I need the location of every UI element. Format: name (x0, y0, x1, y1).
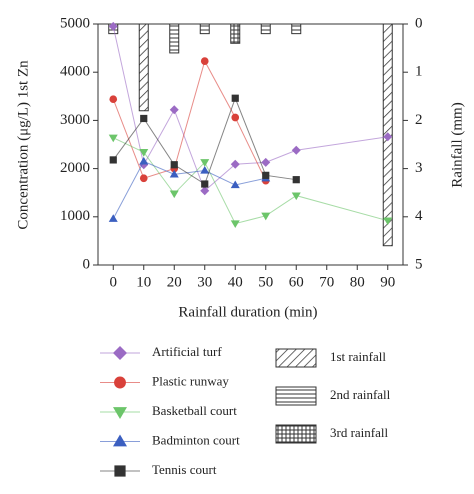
series-line (112, 160, 266, 219)
y-tick-label: 5000 (60, 15, 90, 31)
legend-marker (113, 434, 127, 447)
marker (201, 180, 209, 188)
marker (291, 192, 301, 201)
x-tick-label: 80 (350, 274, 365, 290)
marker (261, 212, 271, 221)
marker (200, 159, 210, 167)
y2-tick-label: 1 (415, 64, 423, 80)
legend-label: Badminton court (152, 432, 240, 447)
marker (231, 94, 239, 102)
marker (383, 217, 393, 226)
marker (231, 113, 240, 122)
legend-label: 3rd rainfall (330, 425, 389, 440)
x-tick-label: 50 (258, 274, 273, 290)
marker (108, 134, 118, 143)
series-line (112, 59, 267, 181)
x-tick-label: 10 (136, 274, 151, 290)
legend-marker (113, 407, 127, 419)
x-tick-label: 0 (110, 274, 118, 290)
y-tick-label: 2000 (60, 160, 90, 176)
marker (170, 161, 178, 169)
x-tick-label: 60 (289, 274, 304, 290)
marker (230, 180, 240, 189)
marker (139, 149, 149, 157)
y2-tick-label: 5 (415, 256, 423, 272)
marker (292, 176, 300, 184)
x-tick-label: 30 (197, 274, 212, 290)
legend-label: 1st rainfall (330, 349, 386, 364)
y-axis-label: Concentration (μg/L) 1st Zn (15, 60, 31, 230)
rain-bar (260, 23, 271, 35)
y2-tick-label: 2 (415, 112, 423, 128)
legend-marker (114, 376, 126, 389)
x-tick-label: 90 (380, 274, 395, 290)
marker (169, 169, 179, 178)
marker (109, 95, 118, 104)
marker (291, 145, 301, 155)
legend-label: Artificial turf (152, 344, 222, 359)
y-tick-label: 4000 (60, 64, 90, 80)
marker (139, 156, 149, 165)
legend-marker (113, 346, 127, 360)
x-tick-label: 40 (228, 274, 243, 290)
y-tick-label: 1000 (60, 208, 90, 224)
rain-bar (138, 23, 149, 112)
marker (169, 190, 179, 199)
marker (140, 114, 148, 123)
marker (261, 157, 271, 167)
marker (108, 21, 118, 31)
y2-tick-label: 3 (415, 160, 423, 176)
y2-tick-label: 4 (415, 208, 423, 224)
marker (200, 57, 209, 65)
marker (109, 156, 117, 164)
x-tick-label: 70 (319, 274, 334, 290)
marker (230, 159, 240, 169)
legend-label: Plastic runway (152, 373, 229, 388)
legend-swatch (275, 386, 317, 406)
legend-swatch (275, 348, 317, 368)
marker (169, 105, 179, 115)
marker (139, 174, 148, 183)
rain-bar (169, 23, 180, 54)
series-line (113, 137, 388, 225)
y-tick-label: 0 (83, 256, 91, 272)
marker (200, 186, 210, 196)
marker (230, 220, 240, 229)
marker (200, 166, 210, 174)
legend-label: Tennis court (152, 462, 217, 477)
rain-bar (291, 23, 302, 35)
legend-swatch (275, 424, 317, 444)
legend-label: 2nd rainfall (330, 387, 391, 402)
rain-bar (199, 23, 210, 35)
legend-marker (114, 465, 126, 477)
legend-label: Basketball court (152, 403, 237, 418)
plot-frame (97, 23, 404, 266)
y-tick-label: 3000 (60, 112, 90, 128)
y2-axis-label: Rainfall (mm) (449, 102, 465, 187)
x-tick-label: 20 (167, 274, 182, 290)
x-axis-label: Rainfall duration (min) (178, 304, 317, 320)
y2-tick-label: 0 (415, 15, 423, 31)
marker (262, 171, 270, 179)
marker (383, 132, 393, 142)
marker (108, 214, 118, 222)
rain-bar (230, 23, 241, 44)
